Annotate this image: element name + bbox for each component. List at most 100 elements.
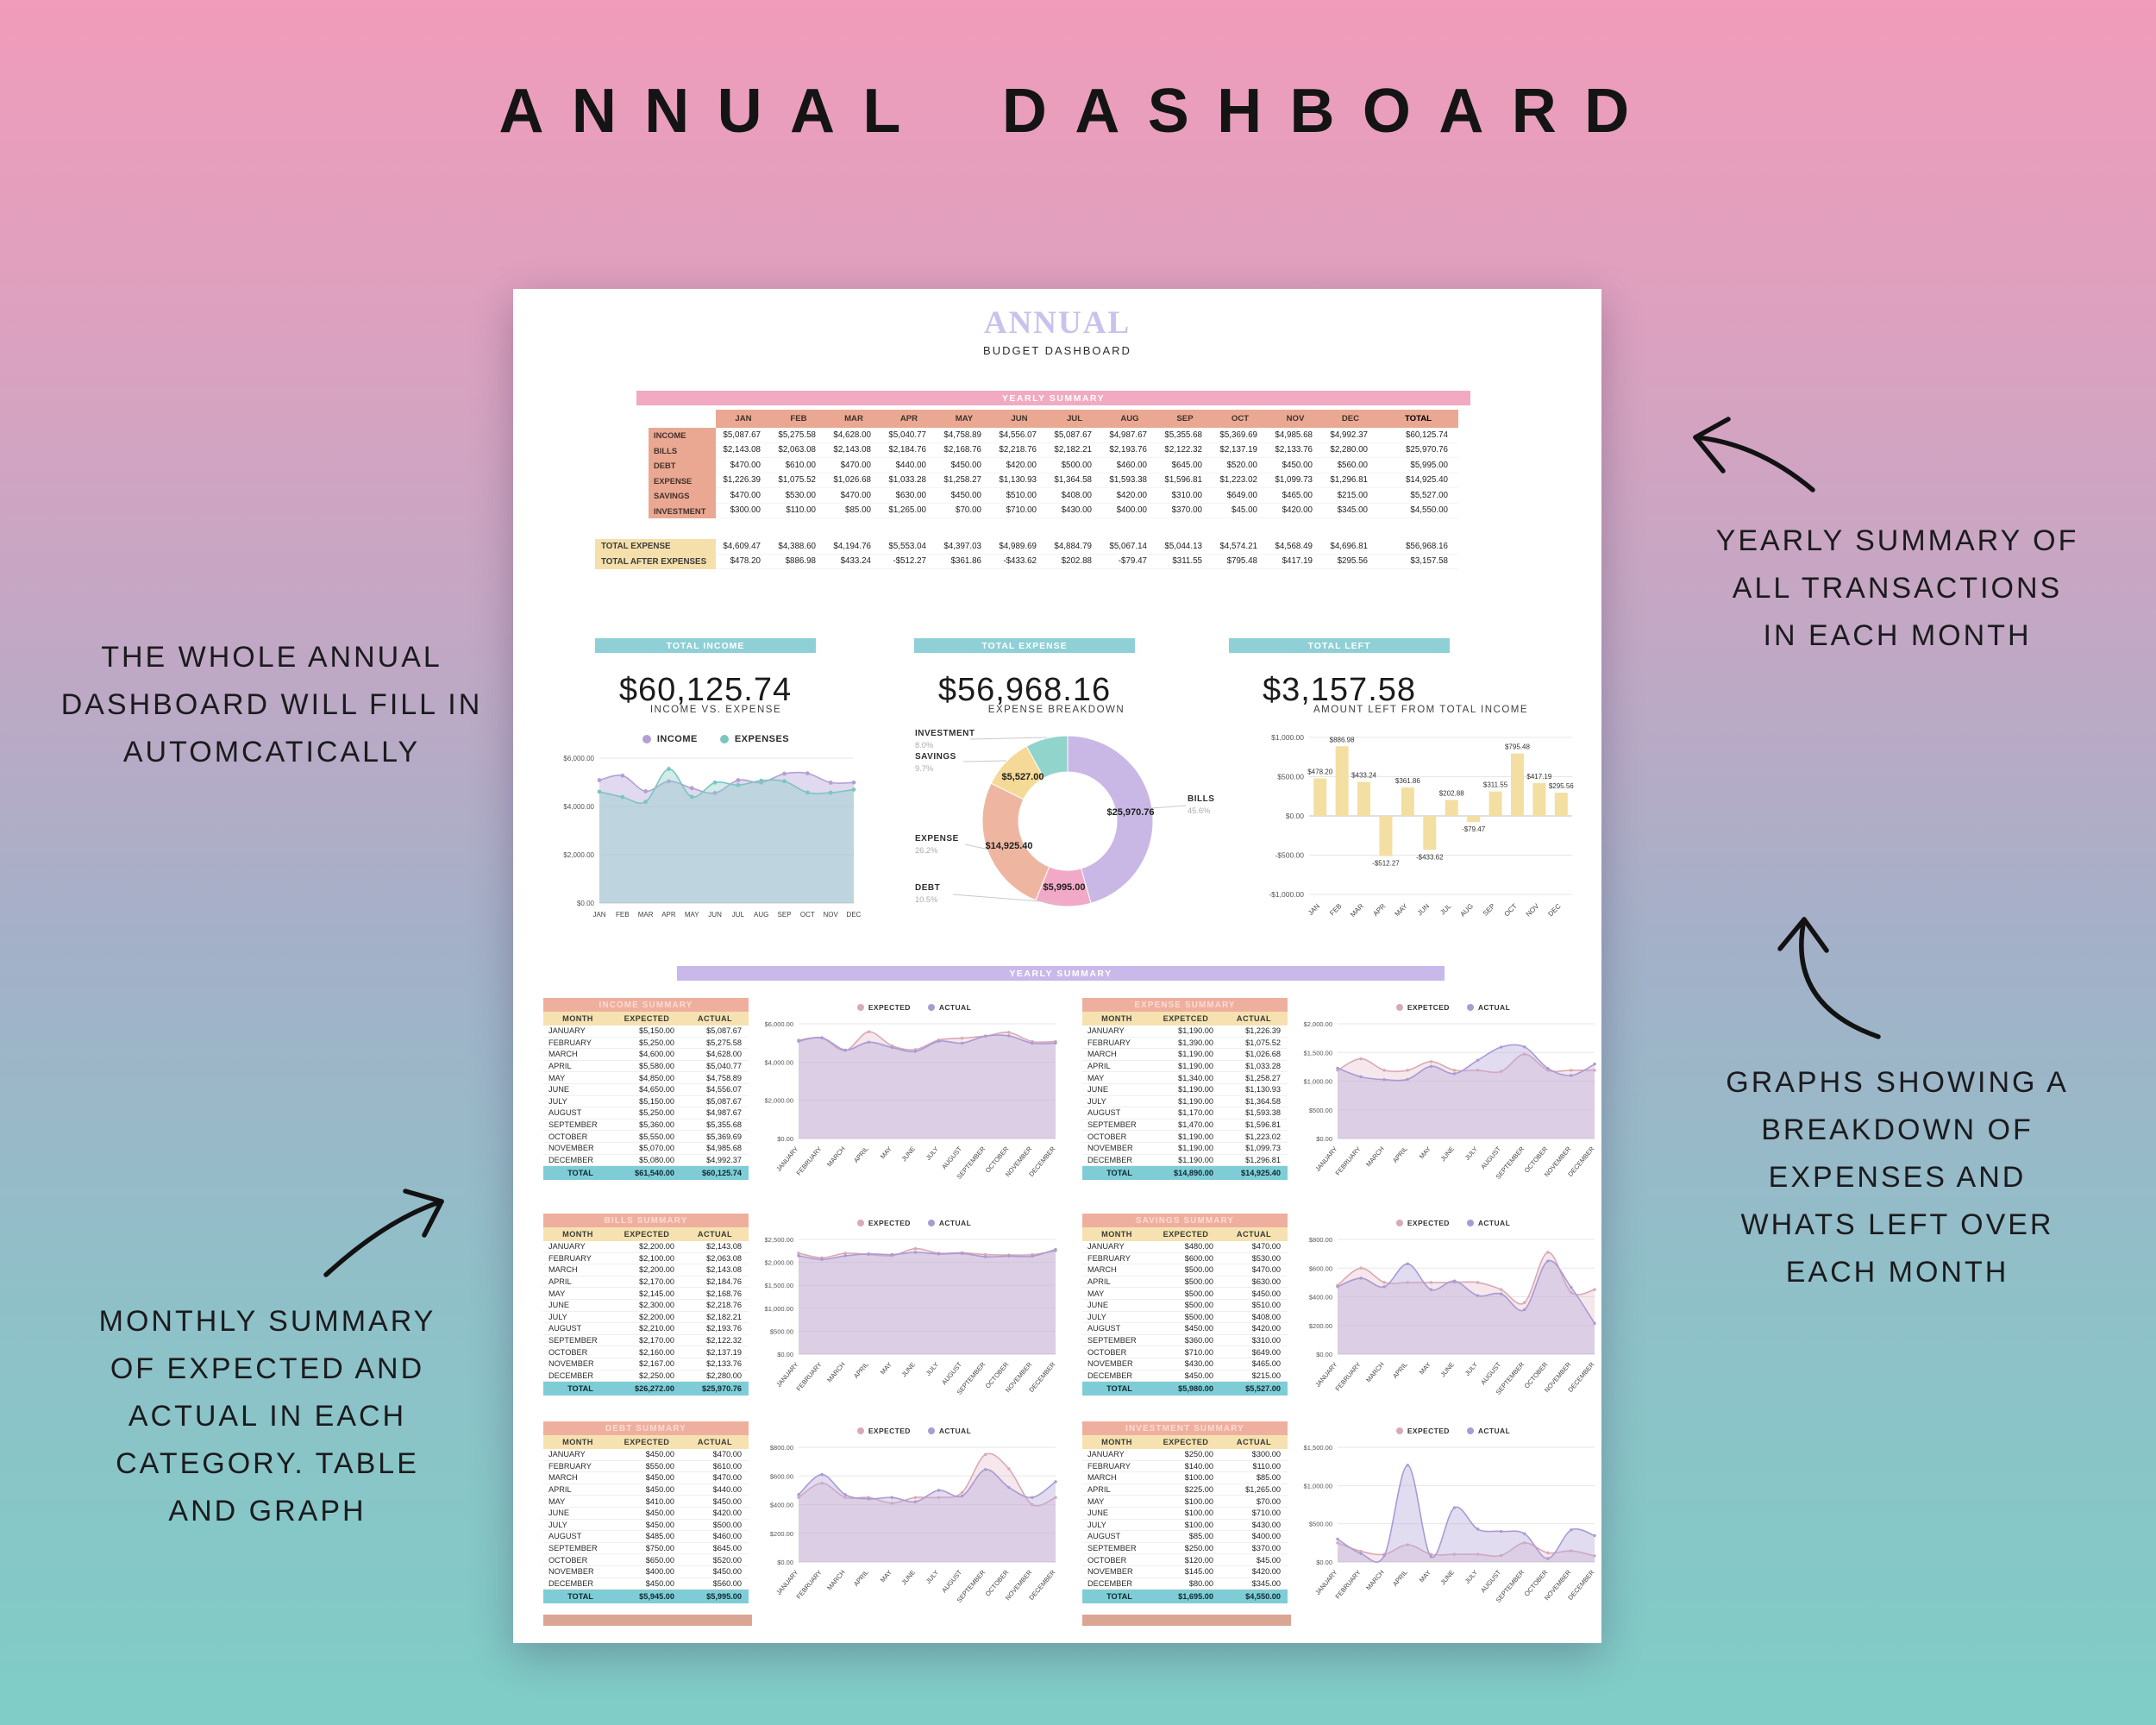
value-cell: $45.00: [1213, 504, 1268, 518]
actual-cell: $1,099.73: [1220, 1143, 1288, 1155]
month-cell: AUGUST: [543, 1323, 612, 1335]
actual-cell: $560.00: [681, 1578, 749, 1590]
svg-text:MARCH: MARCH: [1364, 1145, 1386, 1169]
value-cell: $4,989.69: [992, 539, 1047, 555]
svg-text:$0.00: $0.00: [577, 900, 595, 907]
footer-label-cell: TOTAL EXPENSE: [595, 539, 716, 555]
svg-text:JULY: JULY: [1463, 1145, 1479, 1162]
legend-label: EXPECTED: [1407, 1427, 1450, 1435]
area-chart-plot: $6,000.00 $4,000.00 $2,000.00 $0.00 JANUARY F…: [759, 1015, 1065, 1202]
value-cell: $2,063.08: [771, 443, 826, 458]
actual-cell: $420.00: [1220, 1566, 1288, 1578]
donut-label-investment: INVESTMENT 8.0%: [915, 729, 1027, 750]
actual-cell: $310.00: [1220, 1335, 1288, 1347]
month-header-cell: DEC: [1323, 410, 1378, 428]
yearly-summary-banner-2: YEARLY SUMMARY: [677, 966, 1445, 981]
actual-cell: $1,364.58: [1220, 1096, 1288, 1108]
legend-label: EXPECTED: [1407, 1219, 1450, 1227]
actual-cell: $4,556.07: [681, 1084, 749, 1096]
svg-text:APRIL: APRIL: [852, 1145, 870, 1164]
value-cell: $215.00: [1323, 488, 1378, 504]
legend-label: ACTUAL: [1477, 1427, 1511, 1435]
annotation-right-bottom: GRAPHS SHOWING A BREAKDOWN OF EXPENSES A…: [1726, 1066, 2069, 1289]
value-cell: $25,970.76: [1378, 443, 1458, 458]
actual-cell: $470.00: [681, 1472, 749, 1484]
summary-chart-legend: EXPECTED ACTUAL: [1298, 1219, 1608, 1227]
slice-name: DEBT: [915, 883, 941, 893]
expected-cell: $430.00: [1151, 1358, 1220, 1371]
expected-cell: $1,470.00: [1151, 1120, 1220, 1132]
expected-cell: $2,170.00: [612, 1335, 681, 1347]
slice-percent: 45.6%: [1188, 806, 1211, 815]
value-cell: $4,987.67: [1102, 428, 1157, 443]
summary-table-title: INVESTMENT SUMMARY: [1082, 1421, 1288, 1435]
totals-table: TOTAL EXPENSE $4,609.47 $4,388.60 $4,194.76…: [595, 539, 1458, 569]
summary-chart: EXPECTED ACTUAL $800.00 $600.00 $400.00 $200.…: [1298, 1214, 1608, 1421]
value-cell: $450.00: [937, 458, 992, 474]
value-cell: $5,087.67: [716, 428, 771, 443]
month-cell: AUGUST: [1082, 1323, 1151, 1335]
month-cell: JULY: [543, 1096, 612, 1108]
month-header-cell: JAN: [716, 410, 771, 428]
svg-text:$202.88: $202.88: [1439, 790, 1464, 798]
month-cell: AUGUST: [543, 1107, 612, 1120]
month-cell: APRIL: [543, 1484, 612, 1496]
row-label-cell: INCOME: [649, 428, 716, 443]
row-label-cell: SAVINGS: [649, 488, 716, 504]
value-cell: $433.24: [826, 555, 881, 569]
expected-cell: $2,200.00: [612, 1264, 681, 1276]
month-cell: OCTOBER: [543, 1554, 612, 1566]
value-cell: $450.00: [1268, 458, 1323, 474]
month-header-cell: OCT: [1213, 410, 1268, 428]
value-cell: $5,995.00: [1378, 458, 1458, 474]
value-cell: $4,696.81: [1323, 539, 1378, 555]
column-header-cell: MONTH: [1082, 1435, 1151, 1449]
svg-text:$0.00: $0.00: [1316, 1351, 1332, 1358]
month-cell: SEPTEMBER: [1082, 1120, 1151, 1132]
svg-text:$1,000.00: $1,000.00: [1304, 1482, 1332, 1490]
svg-text:$200.00: $200.00: [770, 1530, 793, 1538]
value-cell: $4,985.68: [1268, 428, 1323, 443]
svg-text:$600.00: $600.00: [770, 1472, 793, 1480]
month-cell: OCTOBER: [1082, 1554, 1151, 1566]
expected-cell: $2,100.00: [612, 1253, 681, 1265]
month-cell: MARCH: [543, 1264, 612, 1276]
annotation-left-bottom: MONTHLY SUMMARY OF EXPECTED AND ACTUAL I…: [98, 1305, 436, 1528]
legend-label: EXPECTED: [868, 1219, 911, 1227]
actual-cell: $2,193.76: [681, 1323, 749, 1335]
svg-text:$0.00: $0.00: [1316, 1559, 1332, 1566]
expected-cell: $100.00: [1151, 1496, 1220, 1508]
summary-chart: EXPECTED ACTUAL $2,500.00 $2,000.00 $1,500.0…: [759, 1214, 1069, 1421]
value-cell: $4,574.21: [1213, 539, 1268, 555]
month-cell: JUNE: [543, 1084, 612, 1096]
actual-cell: $1,596.81: [1220, 1120, 1288, 1132]
svg-text:SEP: SEP: [778, 911, 792, 919]
column-header-cell: ACTUAL: [681, 1435, 749, 1449]
actual-cell: $110.00: [1220, 1461, 1288, 1473]
month-cell: JULY: [1082, 1312, 1151, 1324]
svg-text:APR: APR: [661, 911, 676, 919]
svg-text:-$433.62: -$433.62: [1416, 853, 1444, 861]
actual-cell: $2,168.76: [681, 1288, 749, 1300]
svg-text:$2,000.00: $2,000.00: [1304, 1020, 1332, 1028]
value-cell: $4,568.49: [1268, 539, 1323, 555]
actual-cell: $420.00: [1220, 1323, 1288, 1335]
value-cell: $4,556.07: [992, 428, 1047, 443]
svg-text:AUGUST: AUGUST: [940, 1360, 963, 1386]
expected-cell: $2,300.00: [612, 1300, 681, 1312]
month-cell: MAY: [543, 1072, 612, 1084]
month-cell: MAY: [1082, 1288, 1151, 1300]
expected-cell: $1,190.00: [1151, 1049, 1220, 1061]
svg-text:AUGUST: AUGUST: [940, 1568, 963, 1594]
svg-text:AUG: AUG: [1458, 902, 1475, 919]
svg-text:MAY: MAY: [1418, 1569, 1432, 1584]
svg-text:$1,500.00: $1,500.00: [765, 1282, 793, 1289]
total-actual-cell: $5,527.00: [1220, 1382, 1288, 1396]
value-cell: $5,553.04: [881, 539, 937, 555]
actual-cell: $215.00: [1220, 1371, 1288, 1383]
actual-cell: $5,087.67: [681, 1096, 749, 1108]
expected-cell: $5,150.00: [612, 1096, 681, 1108]
month-cell: DECEMBER: [1082, 1371, 1151, 1383]
value-cell: $2,122.32: [1157, 443, 1213, 458]
donut-label-debt: DEBT 10.5%: [915, 883, 1027, 904]
